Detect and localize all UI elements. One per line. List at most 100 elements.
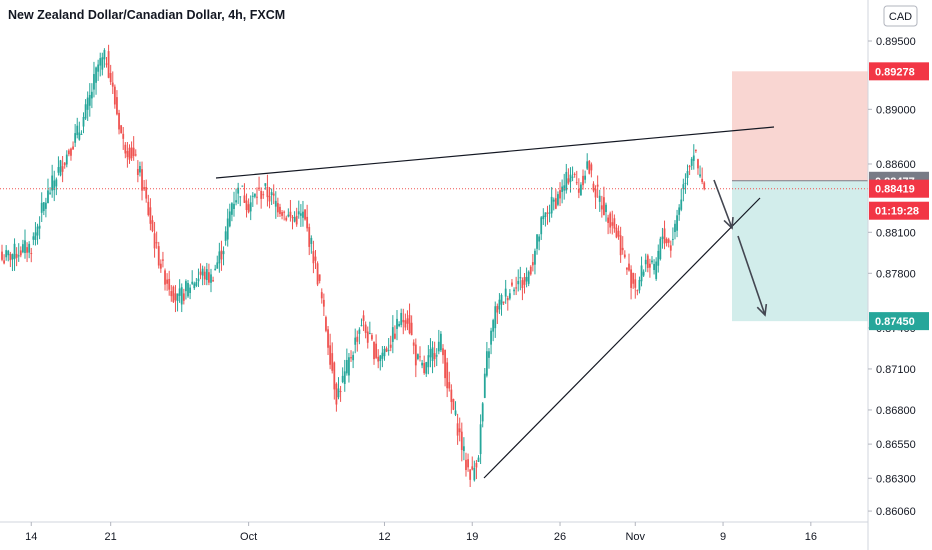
candle (314, 250, 317, 270)
candle (634, 273, 637, 299)
candle (435, 348, 438, 367)
candle (245, 193, 248, 218)
candle (458, 417, 461, 442)
candle (283, 210, 286, 221)
candle (638, 276, 641, 294)
candle (412, 339, 415, 355)
candle (157, 241, 160, 269)
time-tick-label: 19 (466, 531, 478, 543)
candle (423, 355, 426, 375)
down-arrow-icon[interactable] (737, 235, 768, 317)
candle (550, 187, 553, 218)
candle (571, 166, 574, 182)
candle (241, 185, 244, 187)
candle (534, 248, 536, 275)
candle (1, 244, 3, 262)
candle (465, 452, 467, 477)
price-tag: 01:19:28 (869, 201, 929, 220)
candle (613, 214, 616, 233)
candle (396, 310, 398, 341)
stop-loss-zone[interactable] (732, 71, 868, 181)
candle (345, 348, 348, 376)
candle (101, 52, 104, 76)
short-position-tool[interactable] (732, 71, 868, 322)
candle (479, 414, 482, 465)
candle (582, 169, 584, 190)
candle (519, 266, 522, 291)
price-tag: 0.89278 (869, 62, 929, 81)
candle (272, 184, 275, 205)
candle (151, 215, 154, 233)
candle (285, 215, 288, 222)
candle (120, 124, 123, 134)
candle (402, 308, 405, 335)
candle (11, 253, 14, 272)
candle (542, 208, 545, 225)
candle (176, 293, 179, 312)
time-axis[interactable]: 14 21 Oct 12 19 26 Nov 9 16 (25, 522, 817, 543)
candle (561, 179, 564, 204)
candle (667, 237, 670, 248)
candle (368, 321, 371, 335)
candle (113, 84, 116, 109)
candle (538, 234, 541, 251)
candle (9, 251, 12, 268)
candle (502, 301, 505, 305)
price-tag: 0.88419 (869, 179, 929, 198)
candle (352, 351, 355, 369)
candle (145, 179, 148, 203)
candle (302, 200, 304, 227)
candle (517, 269, 520, 292)
candle (496, 303, 499, 324)
candle (594, 185, 597, 209)
currency-badge[interactable]: CAD (883, 5, 918, 27)
candle (640, 256, 643, 287)
trendline-drawings[interactable] (215, 126, 775, 479)
candle (149, 198, 152, 231)
candle (584, 170, 587, 184)
candle (498, 293, 501, 314)
candle (329, 333, 332, 370)
candle (63, 162, 66, 169)
candle (61, 155, 64, 183)
take-profit-zone[interactable] (732, 180, 868, 322)
candle (452, 398, 455, 411)
candle (381, 346, 384, 368)
candle (325, 315, 327, 333)
candle (690, 156, 693, 170)
candle (701, 167, 704, 185)
candle (671, 227, 674, 246)
candle (239, 196, 242, 207)
candle (228, 203, 231, 228)
candle (132, 136, 135, 161)
candle (105, 57, 108, 68)
candle (694, 149, 697, 153)
candle (644, 253, 647, 272)
candle (337, 377, 340, 400)
candle (256, 187, 258, 205)
candle (431, 341, 434, 374)
candle (580, 182, 582, 196)
lower-trendline[interactable] (483, 197, 761, 479)
candle (212, 276, 214, 282)
candle (440, 331, 442, 353)
candle (201, 265, 204, 286)
candle (13, 238, 16, 271)
candle (577, 178, 580, 199)
currency-label: CAD (889, 11, 912, 23)
candle (312, 240, 315, 274)
price-tick-label: 0.88600 (876, 159, 916, 171)
upper-trendline[interactable] (215, 126, 775, 179)
candle (297, 200, 300, 219)
time-tick-label: 21 (105, 531, 117, 543)
down-arrow-icon[interactable] (713, 179, 734, 230)
candle (170, 285, 173, 302)
candle (661, 227, 664, 249)
candle (391, 315, 394, 354)
candle (335, 382, 338, 412)
price-axis[interactable]: 0.89500 0.89000 0.88600 0.88100 0.87800 0.874… (868, 36, 916, 518)
candle (67, 148, 70, 157)
candle (665, 237, 668, 247)
candle (356, 330, 359, 352)
